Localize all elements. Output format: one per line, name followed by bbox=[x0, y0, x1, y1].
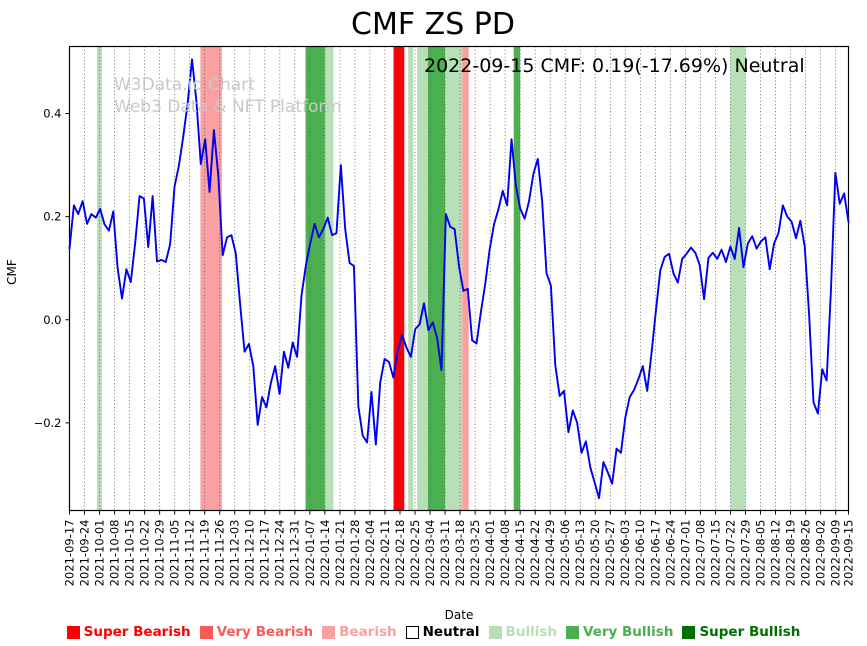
legend-swatch-icon bbox=[66, 625, 80, 639]
x-axis-tick-label: 2022-02-11 bbox=[378, 520, 392, 587]
legend-item[interactable]: Very Bullish bbox=[565, 624, 674, 640]
legend-swatch-icon bbox=[682, 625, 696, 639]
x-axis-tick-label: 2022-08-12 bbox=[768, 520, 782, 587]
sentiment-band bbox=[462, 46, 469, 511]
x-axis-tick-label: 2021-12-10 bbox=[243, 520, 257, 587]
y-axis-tick-label: 0.0 bbox=[43, 313, 61, 327]
legend-item[interactable]: Neutral bbox=[405, 624, 480, 640]
legend-swatch-icon bbox=[565, 625, 579, 639]
x-axis-tick-label: 2022-01-07 bbox=[303, 520, 317, 587]
y-axis-tick-label: 0.2 bbox=[43, 210, 61, 224]
vertical-gridlines-layer bbox=[69, 46, 849, 511]
x-axis-tick-label: 2022-07-08 bbox=[693, 520, 707, 587]
x-axis-tick-label: 2022-05-13 bbox=[573, 520, 587, 587]
legend-swatch-icon bbox=[322, 625, 336, 639]
x-axis-tick-label: 2021-10-29 bbox=[153, 520, 167, 587]
sentiment-legend: Super Bearish Very Bearish Bearish Neutral B… bbox=[0, 624, 867, 640]
y-axis-ticks-layer: −0.2 0.0 0.2 0.4 bbox=[34, 107, 70, 430]
x-axis-tick-label: 2022-03-25 bbox=[468, 520, 482, 587]
x-axis-tick-label: 2022-08-26 bbox=[798, 520, 812, 587]
legend-item[interactable]: Super Bullish bbox=[682, 624, 800, 640]
x-axis-tick-label: 2022-01-21 bbox=[333, 520, 347, 587]
x-axis-tick-label: 2022-05-27 bbox=[603, 520, 617, 587]
legend-item[interactable]: Very Bearish bbox=[199, 624, 314, 640]
x-axis-tick-label: 2022-01-28 bbox=[348, 520, 362, 587]
legend-item[interactable]: Bullish bbox=[488, 624, 557, 640]
sentiment-band bbox=[408, 46, 414, 511]
x-axis-tick-label: 2022-07-29 bbox=[738, 520, 752, 587]
sentiment-band bbox=[200, 46, 222, 511]
legend-item-label: Very Bullish bbox=[582, 624, 674, 640]
x-axis-tick-label: 2022-06-03 bbox=[618, 520, 632, 587]
x-axis-tick-label: 2021-12-03 bbox=[228, 520, 242, 587]
x-axis-tick-label: 2021-12-31 bbox=[288, 520, 302, 587]
x-axis-tick-label: 2021-10-01 bbox=[92, 520, 106, 587]
x-axis-tick-label: 2022-02-04 bbox=[363, 520, 377, 587]
sentiment-band bbox=[324, 46, 334, 511]
legend-swatch-icon bbox=[405, 625, 419, 639]
x-axis-tick-label: 2022-05-06 bbox=[558, 520, 572, 587]
x-axis-tick-label: 2021-11-12 bbox=[183, 520, 197, 587]
x-axis-tick-label: 2022-03-18 bbox=[453, 520, 467, 587]
x-axis-tick-label: 2022-04-22 bbox=[528, 520, 542, 587]
sentiment-band bbox=[393, 46, 405, 511]
x-axis-ticks-layer: 2021-09-17 2021-09-24 2021-10-01 2021-10-08… bbox=[62, 510, 855, 587]
x-axis-tick-label: 2022-04-29 bbox=[543, 520, 557, 587]
x-axis-tick-label: 2022-04-15 bbox=[513, 520, 527, 587]
plot-area-border bbox=[68, 45, 850, 512]
sentiment-band bbox=[730, 46, 746, 511]
x-axis-tick-label: 2022-01-14 bbox=[318, 520, 332, 587]
y-axis-tick-label: 0.4 bbox=[43, 107, 61, 121]
x-axis-tick-label: 2021-11-05 bbox=[168, 520, 182, 587]
sentiment-band bbox=[417, 46, 428, 511]
legend-item-label: Bullish bbox=[505, 624, 557, 640]
sentiment-band bbox=[445, 46, 463, 511]
legend-item-label: Super Bullish bbox=[699, 624, 801, 640]
x-axis-tick-label: 2022-06-24 bbox=[663, 520, 677, 587]
x-axis-tick-label: 2021-10-15 bbox=[122, 520, 136, 587]
x-axis-tick-label: 2022-09-02 bbox=[814, 520, 828, 587]
x-axis-tick-label: 2022-03-11 bbox=[438, 520, 452, 587]
x-axis-tick-label: 2021-09-24 bbox=[77, 520, 91, 587]
legend-item-label: Very Bearish bbox=[216, 624, 314, 640]
x-axis-tick-label: 2022-03-04 bbox=[423, 520, 437, 587]
legend-item[interactable]: Super Bearish bbox=[66, 624, 191, 640]
x-axis-tick-label: 2022-07-22 bbox=[723, 520, 737, 587]
legend-item-label: Neutral bbox=[422, 624, 480, 640]
x-axis-tick-label: 2022-02-18 bbox=[393, 520, 407, 587]
x-axis-tick-label: 2022-04-08 bbox=[498, 520, 512, 587]
x-axis-tick-label: 2022-09-15 bbox=[841, 520, 855, 587]
x-axis-tick-label: 2022-08-05 bbox=[753, 520, 767, 587]
x-axis-tick-label: 2022-04-01 bbox=[483, 520, 497, 587]
x-axis-tick-label: 2021-12-24 bbox=[273, 520, 287, 587]
x-axis-tick-label: 2022-06-10 bbox=[633, 520, 647, 587]
legend-swatch-icon bbox=[199, 625, 213, 639]
legend-item-label: Super Bearish bbox=[83, 624, 191, 640]
x-axis-tick-label: 2022-02-25 bbox=[408, 520, 422, 587]
x-axis-tick-label: 2021-11-19 bbox=[198, 520, 212, 587]
x-axis-tick-label: 2021-11-26 bbox=[213, 520, 227, 587]
x-axis-tick-label: 2022-07-01 bbox=[678, 520, 692, 587]
sentiment-bands-layer bbox=[97, 46, 746, 511]
x-axis-tick-label: 2021-09-17 bbox=[62, 520, 76, 587]
y-axis-tick-label: −0.2 bbox=[34, 416, 62, 430]
sentiment-band bbox=[513, 46, 521, 511]
x-axis-tick-label: 2021-12-17 bbox=[258, 520, 272, 587]
x-axis-tick-label: 2022-09-09 bbox=[829, 520, 843, 587]
x-axis-tick-label: 2022-05-20 bbox=[588, 520, 602, 587]
x-axis-tick-label: 2022-07-15 bbox=[708, 520, 722, 587]
x-axis-tick-label: 2022-06-17 bbox=[648, 520, 662, 587]
cmf-line-series bbox=[68, 58, 850, 500]
x-axis-tick-label: 2022-08-19 bbox=[783, 520, 797, 587]
legend-swatch-icon bbox=[488, 625, 502, 639]
sentiment-band bbox=[427, 46, 446, 511]
x-axis-tick-label: 2021-10-22 bbox=[138, 520, 152, 587]
legend-item-label: Bearish bbox=[339, 624, 397, 640]
x-axis-tick-label: 2021-10-08 bbox=[107, 520, 121, 587]
legend-item[interactable]: Bearish bbox=[322, 624, 397, 640]
sentiment-band bbox=[305, 46, 325, 511]
